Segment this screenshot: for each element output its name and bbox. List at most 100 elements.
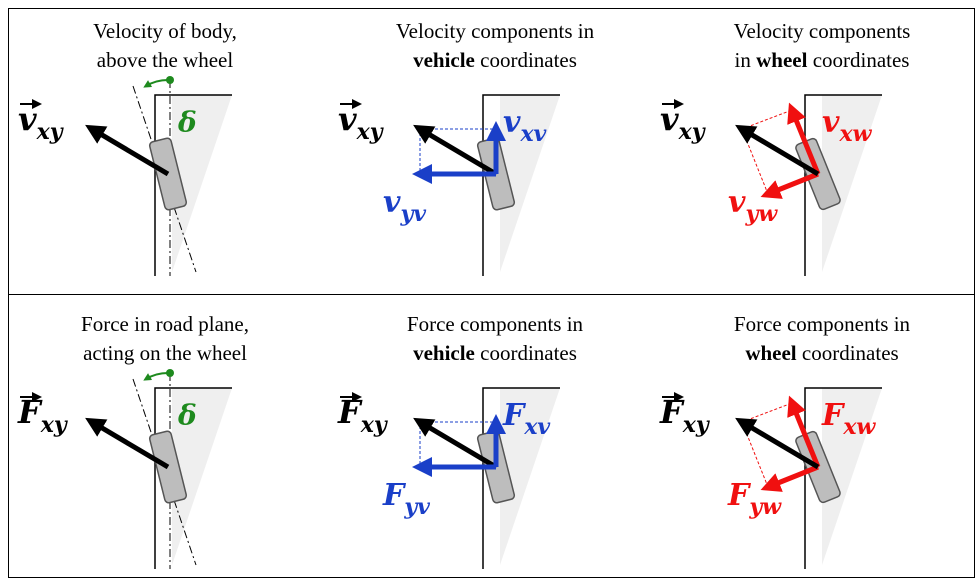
- subscript: xv: [523, 414, 550, 440]
- title-part: Velocity of body,: [93, 19, 237, 43]
- title-part: Force components in: [734, 312, 911, 336]
- symbol: F: [821, 398, 846, 433]
- projection: [419, 421, 497, 468]
- title-part: Velocity components in: [396, 19, 595, 43]
- title-part: coordinates: [797, 341, 899, 365]
- arrow: [787, 102, 821, 175]
- pivot: [166, 369, 174, 377]
- title-part: in: [735, 48, 757, 72]
- symbol: F: [382, 478, 407, 513]
- subscript: xy: [36, 119, 65, 145]
- subscript: xw: [842, 414, 876, 440]
- panel-title: vehicle coordinates: [413, 341, 577, 365]
- title-part: Force components in: [407, 312, 584, 336]
- pivot: [166, 76, 174, 84]
- title-part: coordinates: [807, 48, 909, 72]
- panel-title: Force components in: [407, 312, 584, 336]
- arrow: [413, 417, 498, 470]
- title-part: Velocity components: [734, 19, 911, 43]
- panel-title: Force in road plane,: [81, 312, 249, 336]
- steer-arc: [143, 372, 169, 381]
- symbol: v: [338, 100, 357, 138]
- title-part: coordinates: [475, 48, 577, 72]
- symbol: v: [503, 105, 521, 140]
- subscript: xv: [519, 121, 546, 147]
- road-shade: [500, 95, 560, 272]
- road-edge: [804, 387, 882, 569]
- symbol: v: [660, 100, 679, 138]
- arrow: [735, 124, 820, 177]
- title-part: wheel: [756, 48, 807, 72]
- subscript: xy: [682, 412, 711, 438]
- road-shade: [822, 388, 882, 565]
- road-edge: [482, 94, 560, 276]
- symbol: F: [502, 398, 527, 433]
- road-shade: [172, 388, 232, 565]
- title-part: vehicle: [413, 341, 475, 365]
- panel-title: Velocity components: [734, 19, 911, 43]
- panel-title: Velocity of body,: [93, 19, 237, 43]
- symbol: v: [728, 185, 746, 220]
- symbol: v: [383, 185, 401, 220]
- subscript: yv: [403, 494, 430, 520]
- symbol-label: Fxy: [337, 393, 389, 438]
- symbol-label: vxy: [338, 100, 385, 145]
- road-edge: [804, 94, 882, 276]
- title-part: wheel: [745, 341, 796, 365]
- symbol: v: [822, 105, 840, 140]
- border: [8, 8, 975, 578]
- road-edge: [482, 387, 560, 569]
- angle-label: δ: [177, 106, 197, 139]
- symbol-label: vyv: [383, 185, 426, 227]
- arrow: [735, 417, 820, 470]
- symbol: v: [18, 100, 37, 138]
- panel-title: in wheel coordinates: [735, 48, 910, 72]
- angle-label: δ: [177, 399, 197, 432]
- projection: [419, 128, 497, 175]
- title-part: above the wheel: [97, 48, 234, 72]
- subscript: xy: [40, 412, 69, 438]
- symbol: F: [337, 393, 363, 431]
- arrow: [760, 464, 819, 492]
- road-shade: [822, 95, 882, 272]
- title-part: vehicle: [413, 48, 475, 72]
- symbol-label: Fyv: [382, 478, 430, 520]
- symbol-label: Fxv: [502, 398, 550, 440]
- symbol-label: vxy: [660, 100, 707, 145]
- symbol-label: Fxy: [659, 393, 711, 438]
- panel-title: above the wheel: [97, 48, 234, 72]
- arrow: [787, 395, 821, 468]
- symbol-label: Fxy: [17, 393, 69, 438]
- subscript: yw: [744, 201, 778, 227]
- symbol-label: Fxw: [821, 398, 876, 440]
- subscript: xy: [356, 119, 385, 145]
- road-edge: [154, 387, 232, 569]
- symbol-label: vxw: [822, 105, 873, 147]
- title-part: Force in road plane,: [81, 312, 249, 336]
- road-edge: [154, 94, 232, 276]
- symbol-label: vxy: [18, 100, 65, 145]
- title-part: acting on the wheel: [83, 341, 247, 365]
- panel-title: Velocity components in: [396, 19, 595, 43]
- arrow: [760, 171, 819, 199]
- subscript: xy: [360, 412, 389, 438]
- subscript: yv: [399, 201, 426, 227]
- subscript: xw: [838, 121, 872, 147]
- title-part: coordinates: [475, 341, 577, 365]
- panel-title: acting on the wheel: [83, 341, 247, 365]
- steer-arc: [143, 79, 169, 88]
- symbol: F: [17, 393, 43, 431]
- symbol-label: vxv: [503, 105, 547, 147]
- symbol: F: [727, 478, 752, 513]
- symbol-label: vyw: [728, 185, 778, 227]
- symbol: F: [659, 393, 685, 431]
- arrow: [413, 124, 498, 177]
- panel-title: wheel coordinates: [745, 341, 898, 365]
- panel-title: vehicle coordinates: [413, 48, 577, 72]
- road-shade: [500, 388, 560, 565]
- arrow: [85, 417, 170, 470]
- arrow: [85, 124, 170, 177]
- symbol-label: Fyw: [727, 478, 782, 520]
